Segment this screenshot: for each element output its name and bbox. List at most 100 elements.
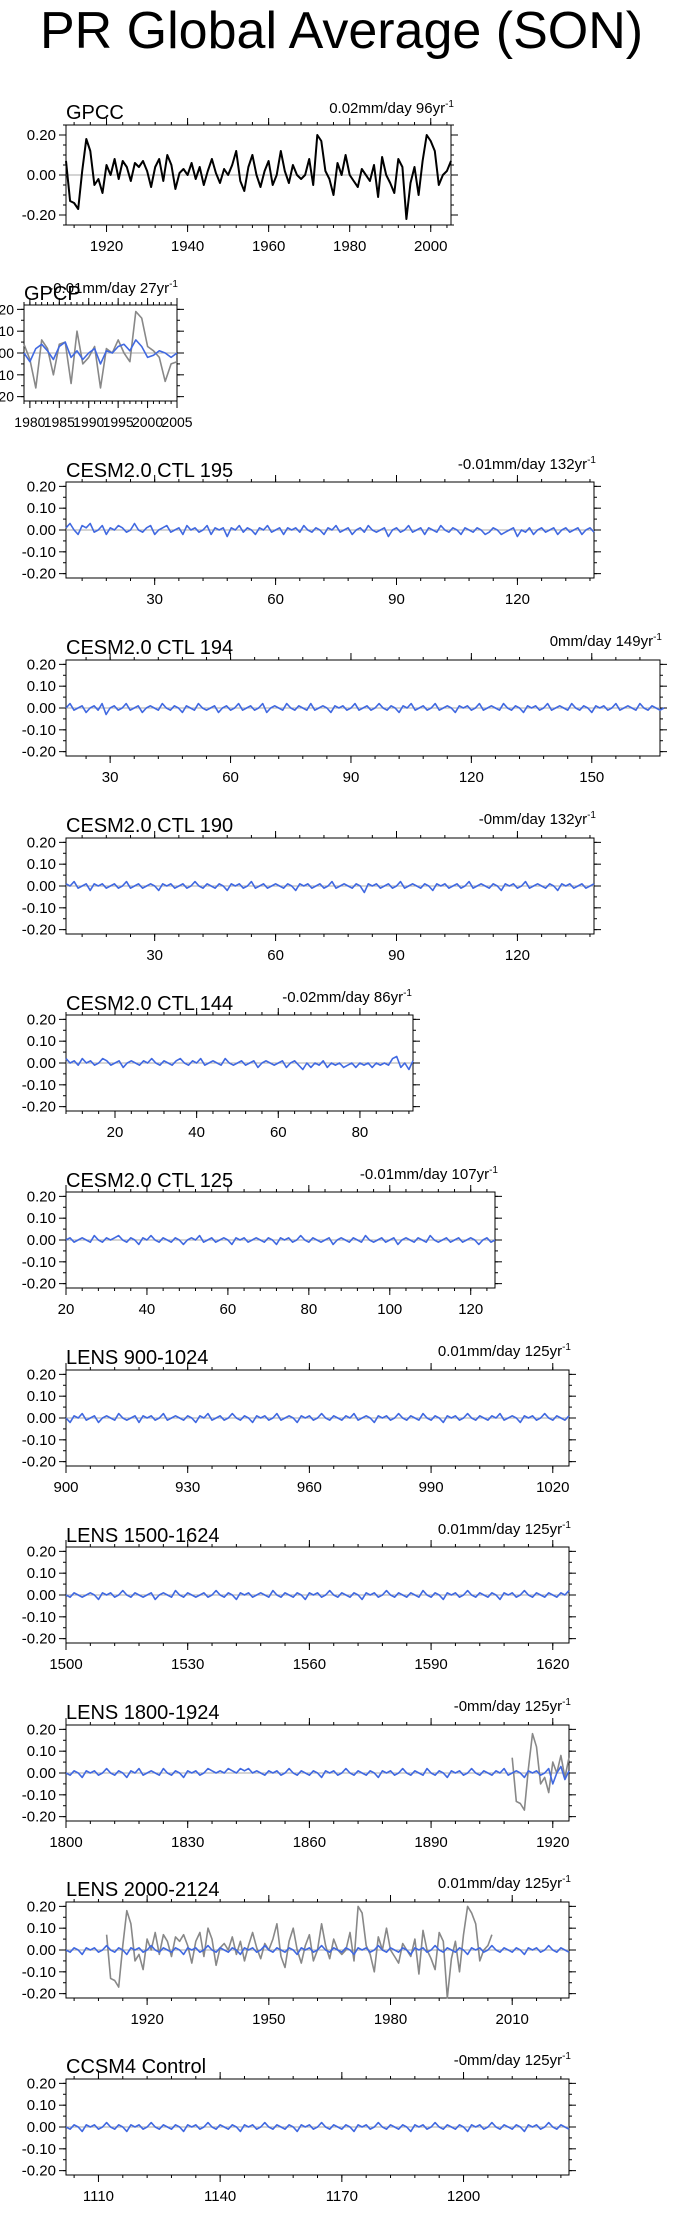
- y-tick-label: 0.00: [27, 1055, 56, 1072]
- panel-lens-900-1024: LENS 900-1024 0.01mm/day 125yr-1 0.20 0.10 0…: [22, 1342, 576, 1496]
- panel-cesm2-0-ctl-194: CESM2.0 CTL 194 0mm/day 149yr-1 0.20 0.10 0.…: [22, 632, 667, 786]
- trend-value: -0.01mm/day 27yr: [48, 280, 169, 297]
- trend-exponent: -1: [587, 810, 596, 821]
- y-tick-label: 0.10: [27, 678, 56, 695]
- series-line-1: [65, 1234, 496, 1246]
- x-tick-label: 1200: [447, 2188, 480, 2205]
- y-tick-label: 0.10: [27, 1210, 56, 1227]
- x-tick-label: 1110: [83, 2188, 114, 2205]
- y-tick-label: -0.10: [22, 1432, 56, 1449]
- x-tick-label: 1140: [204, 2188, 236, 2205]
- y-tick-label: -0.20: [22, 1276, 56, 1293]
- trend-exponent: -1: [587, 455, 596, 466]
- trend-value: -0mm/day 125yr: [454, 2052, 562, 2069]
- y-tick-label: -0.10: [0, 367, 14, 383]
- panel-title: LENS 1500-1624: [66, 1525, 219, 1547]
- series-line-1: [65, 1412, 570, 1424]
- trend-exponent: -1: [489, 1165, 498, 1176]
- y-tick-label: 0.20: [27, 1366, 56, 1383]
- trend-value: -0.01mm/day 107yr: [360, 1166, 489, 1183]
- y-tick-label: -0.10: [22, 900, 56, 917]
- trend-exponent: -1: [562, 1342, 571, 1353]
- x-tick-label: 60: [220, 1301, 237, 1318]
- panel-lens-1800-1924: LENS 1800-1924 -0mm/day 125yr-1 0.20 0.10 0.…: [22, 1697, 576, 1851]
- y-tick-label: 0.20: [27, 1721, 56, 1738]
- x-tick-label: 40: [188, 1124, 205, 1141]
- x-tick-label: 60: [267, 947, 284, 964]
- y-tick-label: -0.20: [22, 1986, 56, 2003]
- x-tick-label: 1170: [326, 2188, 358, 2205]
- panel-gpcc: GPCC 0.02mm/day 96yr-1 0.20 0.00 -0.20 1920 19…: [22, 99, 458, 255]
- y-tick-label: 0.10: [27, 1033, 56, 1050]
- y-tick-label: -0.20: [22, 1809, 56, 1826]
- y-tick-label: 0.00: [27, 167, 56, 184]
- x-tick-label: 2000: [414, 238, 447, 255]
- x-tick-label: 1990: [73, 414, 104, 430]
- x-tick-label: 120: [458, 1301, 483, 1318]
- x-tick-label: 1890: [414, 1834, 447, 1851]
- panel-title: LENS 1800-1924: [66, 1702, 219, 1724]
- panel-cesm2-0-ctl-125: CESM2.0 CTL 125 -0.01mm/day 107yr-1 0.20 0.…: [22, 1165, 502, 1318]
- panel-title: GPCP: [24, 283, 81, 305]
- x-tick-label: 1980: [14, 414, 45, 430]
- series-line-1: [65, 522, 595, 538]
- trend-exponent: -1: [403, 988, 412, 999]
- series-line-1: [65, 1589, 570, 1601]
- x-tick-label: 30: [146, 591, 163, 608]
- x-tick-label: 1830: [171, 1834, 204, 1851]
- panel-cesm2-0-ctl-190: CESM2.0 CTL 190 -0mm/day 132yr-1 0.20 0.10 0…: [22, 810, 601, 964]
- x-tick-label: 60: [267, 591, 284, 608]
- x-tick-label: 1995: [103, 414, 134, 430]
- x-tick-label: 990: [419, 1479, 444, 1496]
- x-tick-label: 80: [352, 1124, 369, 1141]
- y-tick-label: 0.20: [0, 301, 14, 317]
- y-tick-label: 0.10: [27, 1920, 56, 1937]
- trend-label: 0.01mm/day 125yr-1: [438, 1520, 572, 1538]
- trend-label: -0.01mm/day 107yr-1: [360, 1165, 499, 1183]
- panel-lens-1500-1624: LENS 1500-1624 0.01mm/day 125yr-1 0.20 0.10…: [22, 1520, 576, 1673]
- x-tick-label: 1590: [414, 1656, 447, 1673]
- panel-gpcp: GPCP-0.01mm/day 27yr-1 0.20 0.10 0.00 -0.10 -…: [0, 279, 193, 430]
- trend-value: -0.02mm/day 86yr: [282, 989, 403, 1006]
- x-tick-label: 1985: [44, 414, 75, 430]
- y-tick-label: -0.10: [22, 1254, 56, 1271]
- trend-value: 0mm/day 149yr: [550, 633, 653, 650]
- y-tick-label: 0.10: [27, 1388, 56, 1405]
- x-tick-label: 1560: [293, 1656, 326, 1673]
- panel-title: CESM2.0 CTL 144: [66, 993, 233, 1015]
- series-line-1: [65, 1055, 414, 1071]
- trend-exponent: -1: [562, 1874, 571, 1885]
- x-tick-label: 60: [222, 769, 239, 786]
- trend-label: -0mm/day 132yr-1: [479, 810, 597, 828]
- y-tick-label: -0.20: [22, 922, 56, 939]
- y-tick-label: 0.20: [27, 1011, 56, 1028]
- series-line-1: [65, 880, 595, 894]
- x-tick-label: 1920: [130, 2011, 163, 2028]
- y-tick-label: 0.10: [27, 500, 56, 517]
- series-line-1: [511, 1732, 570, 1811]
- x-tick-label: 1940: [171, 238, 204, 255]
- y-tick-label: 0.00: [27, 878, 56, 895]
- trend-exponent: -1: [562, 1697, 571, 1708]
- y-tick-label: 0.20: [27, 1543, 56, 1560]
- trend-label: -0mm/day 125yr-1: [454, 1697, 572, 1715]
- y-tick-label: -0.10: [22, 1077, 56, 1094]
- trend-label: -0.01mm/day 27yr-1: [48, 279, 178, 297]
- x-tick-label: 1500: [49, 1656, 82, 1673]
- y-tick-label: -0.20: [0, 389, 14, 405]
- y-tick-label: -0.20: [22, 1099, 56, 1116]
- x-tick-label: 2000: [132, 414, 163, 430]
- y-tick-label: -0.20: [22, 2163, 56, 2180]
- series-line-1: [65, 2121, 570, 2133]
- trend-exponent: -1: [653, 632, 662, 643]
- x-tick-label: 90: [343, 769, 360, 786]
- x-tick-label: 1620: [536, 1656, 569, 1673]
- trend-value: -0mm/day 132yr: [479, 811, 587, 828]
- y-tick-label: -0.20: [22, 1631, 56, 1648]
- y-tick-label: 0.10: [27, 856, 56, 873]
- trend-exponent: -1: [562, 1520, 571, 1531]
- y-tick-label: 0.00: [27, 1410, 56, 1427]
- trend-label: -0.02mm/day 86yr-1: [282, 988, 412, 1006]
- x-tick-label: 1800: [49, 1834, 82, 1851]
